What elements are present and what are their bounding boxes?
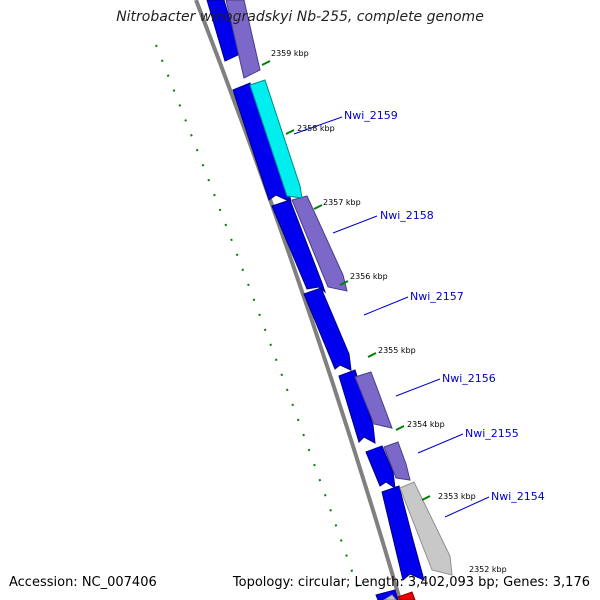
tick-mark [395,425,405,431]
red-gene-block[interactable] [397,591,416,600]
tick-mark [367,352,377,358]
tick-label: 2354 kbp [407,420,445,429]
forward-gene-block[interactable] [225,0,261,79]
tick-mark [261,60,271,66]
gene-label-leaders [293,116,490,518]
gene-label-nwi-2155[interactable]: Nwi_2155 [465,427,519,440]
map-title: Nitrobacter winogradskyi Nb-255, complet… [116,9,484,25]
gene-label-nwi-2159[interactable]: Nwi_2159 [344,109,398,122]
leader-line [293,116,343,135]
tick-label: 2352 kbp [469,565,507,574]
tick-mark [285,129,295,135]
gene-label-nwi-2156[interactable]: Nwi_2156 [442,372,496,385]
leader-line [444,496,490,518]
gene-label-nwi-2157[interactable]: Nwi_2157 [410,290,464,303]
accession-text: Accession: NC_007406 [9,575,157,590]
forward-gene-block[interactable] [354,371,393,429]
highlighted-gene-block[interactable] [249,79,303,199]
reverse-gene-block[interactable] [271,199,327,294]
leader-line [395,378,441,397]
tick-label: 2355 kbp [378,346,416,355]
tick-label: 2356 kbp [350,272,388,281]
tick-label: 2359 kbp [271,49,309,58]
genome-backbone [194,0,402,600]
tick-mark [313,204,323,210]
tick-mark [339,280,349,286]
grey-gene-block[interactable] [399,481,453,576]
leader-line [417,433,464,454]
kbp-ticks [261,60,431,501]
genome-summary-text: Topology: circular; Length: 3,402,093 bp… [232,575,590,590]
tick-label: 2357 kbp [323,198,361,207]
tick-label: 2353 kbp [438,492,476,501]
gene-label-nwi-2154[interactable]: Nwi_2154 [491,490,545,503]
gene-label-nwi-2158[interactable]: Nwi_2158 [380,209,434,222]
reverse-gene-block[interactable] [303,287,352,371]
leader-line [332,215,378,234]
forward-gene-block[interactable] [383,441,411,481]
grey-gene-block[interactable] [383,594,397,600]
leader-line [363,296,409,316]
tick-label: 2358 kbp [297,124,335,133]
reverse-gene-block[interactable] [381,485,425,581]
reverse-gene-block[interactable] [338,369,376,444]
tick-mark [421,495,431,501]
